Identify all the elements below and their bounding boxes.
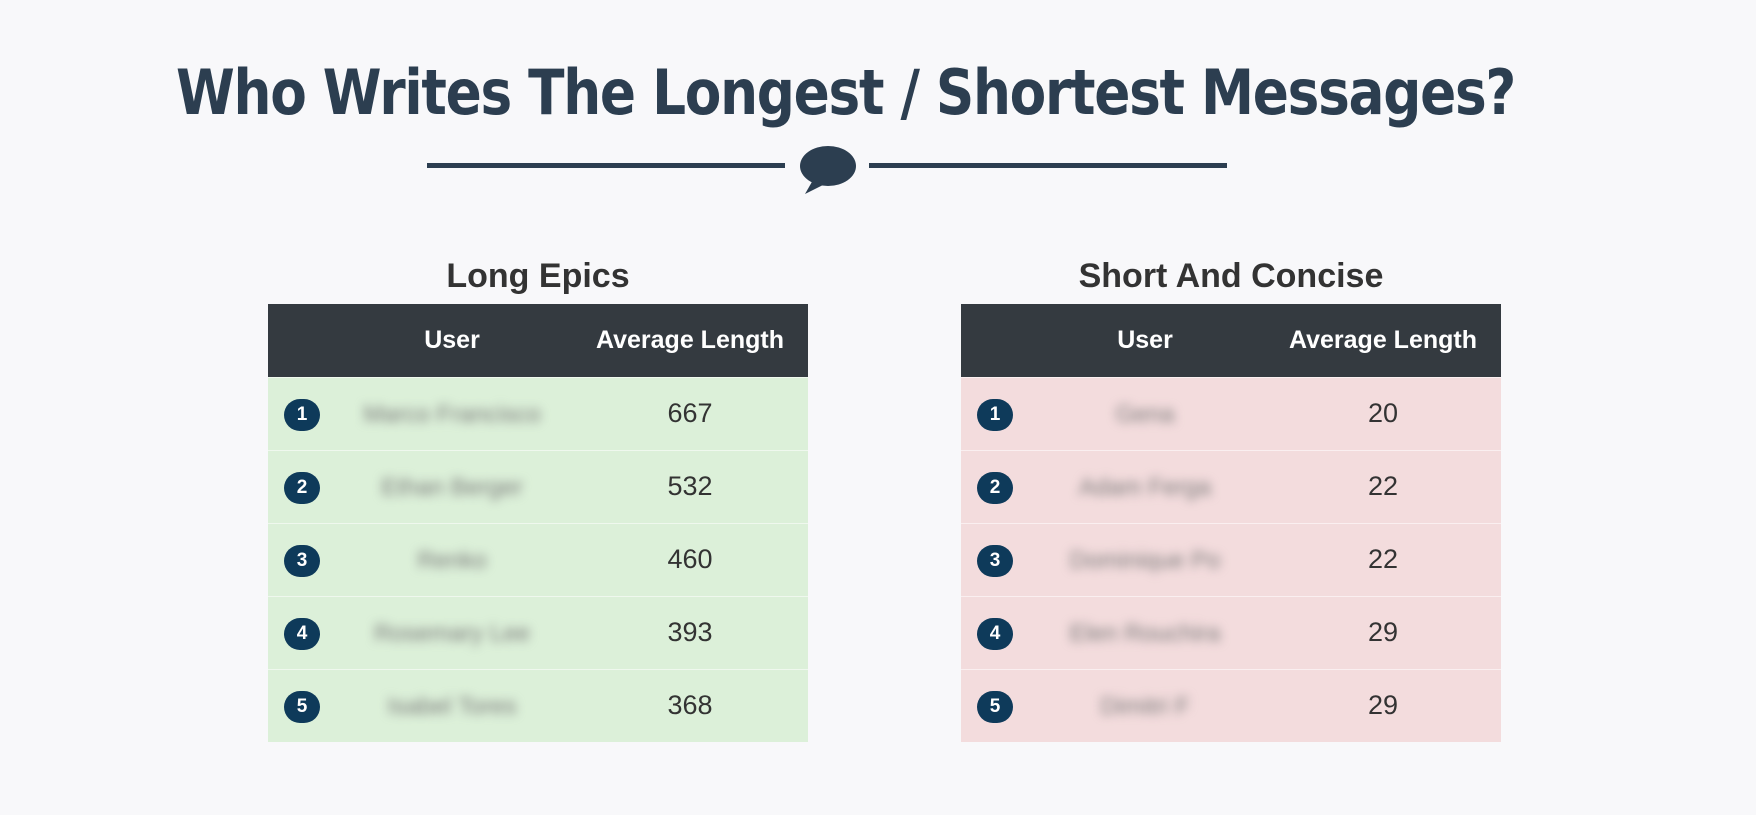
title-divider (427, 144, 1227, 196)
average-length-cell: 667 (667, 398, 713, 428)
average-length-cell: 532 (667, 471, 713, 501)
table-header-row: User Average Length (268, 304, 808, 377)
long-epics-table: User Average Length 1 Marco Francisco 66… (268, 304, 808, 742)
user-name: Isabel Tores (387, 693, 517, 721)
rank-badge: 4 (284, 618, 320, 650)
table-row: 5 Dimitri F 29 (961, 669, 1501, 742)
user-cell: Renko (332, 523, 572, 596)
user-cell: Gena (1025, 377, 1265, 450)
rank-cell: 1 (961, 377, 1025, 450)
rank-badge: 4 (977, 618, 1013, 650)
table-row: 1 Marco Francisco 667 (268, 377, 808, 450)
user-cell: Marco Francisco (332, 377, 572, 450)
divider-line-right (869, 163, 1227, 168)
divider-line-left (427, 163, 785, 168)
rank-cell: 5 (961, 669, 1025, 742)
user-cell: Dominique Po (1025, 523, 1265, 596)
rank-header (961, 304, 1025, 377)
short-concise-title: Short And Concise (1078, 257, 1384, 295)
average-length-header: Average Length (595, 325, 784, 354)
rank-badge: 2 (977, 472, 1013, 504)
rank-cell: 4 (961, 596, 1025, 669)
rank-cell: 3 (268, 523, 332, 596)
rank-badge: 3 (977, 545, 1013, 577)
user-name: Ethan Berger (381, 474, 523, 501)
user-name: Marco Francisco (363, 401, 541, 428)
average-length-cell: 460 (667, 544, 713, 574)
rank-cell: 5 (268, 669, 332, 742)
average-length-cell: 393 (667, 617, 713, 647)
user-cell: Ethan Berger (332, 450, 572, 523)
table-row: 4 Rosemary Lee 393 (268, 596, 808, 669)
table-row: 4 Elen Rouchira 29 (961, 596, 1501, 669)
user-name: Dimitri F (1100, 693, 1190, 721)
user-name: Gena (1115, 401, 1175, 428)
user-cell: Isabel Tores (332, 669, 572, 742)
table-row: 1 Gena 20 (961, 377, 1501, 450)
page-title: Who Writes The Longest / Shortest Messag… (176, 56, 1516, 129)
rank-cell: 4 (268, 596, 332, 669)
table-row: 2 Ethan Berger 532 (268, 450, 808, 523)
short-concise-table: User Average Length 1 Gena 20 2 Adam Fer… (961, 304, 1501, 742)
average-length-header: Average Length (1288, 325, 1477, 354)
user-cell: Adam Ferga (1025, 450, 1265, 523)
table-row: 3 Dominique Po 22 (961, 523, 1501, 596)
average-length-cell: 22 (1367, 471, 1399, 501)
average-length-cell: 29 (1367, 617, 1399, 647)
user-name: Adam Ferga (1078, 474, 1212, 501)
user-header: User (1117, 325, 1173, 354)
user-name: Renko (417, 547, 487, 574)
rank-badge: 1 (284, 399, 320, 431)
table-header-row: User Average Length (961, 304, 1501, 377)
table-row: 2 Adam Ferga 22 (961, 450, 1501, 523)
rank-cell: 2 (961, 450, 1025, 523)
short-concise-section: Short And Concise User Average Length 1 … (961, 248, 1501, 742)
long-epics-title: Long Epics (446, 257, 630, 295)
user-cell: Dimitri F (1025, 669, 1265, 742)
rank-cell: 1 (268, 377, 332, 450)
rank-header (268, 304, 332, 377)
rank-badge: 5 (284, 691, 320, 724)
user-cell: Elen Rouchira (1025, 596, 1265, 669)
speech-bubble-icon (800, 146, 856, 194)
user-cell: Rosemary Lee (332, 596, 572, 669)
table-row: 5 Isabel Tores 368 (268, 669, 808, 742)
user-name: Elen Rouchira (1069, 620, 1221, 647)
table-row: 3 Renko 460 (268, 523, 808, 596)
rank-badge: 1 (977, 399, 1013, 431)
average-length-cell: 20 (1367, 398, 1399, 428)
rank-badge: 2 (284, 472, 320, 504)
long-epics-section: Long Epics User Average Length 1 Marco F… (268, 248, 808, 742)
rank-badge: 3 (284, 545, 320, 577)
user-name: Dominique Po (1069, 547, 1221, 574)
average-length-cell: 22 (1367, 544, 1399, 574)
user-name: Rosemary Lee (373, 620, 531, 647)
rank-cell: 3 (961, 523, 1025, 596)
user-header: User (424, 325, 480, 354)
average-length-cell: 29 (1367, 690, 1399, 721)
rank-cell: 2 (268, 450, 332, 523)
average-length-cell: 368 (667, 690, 713, 721)
rank-badge: 5 (977, 691, 1013, 724)
